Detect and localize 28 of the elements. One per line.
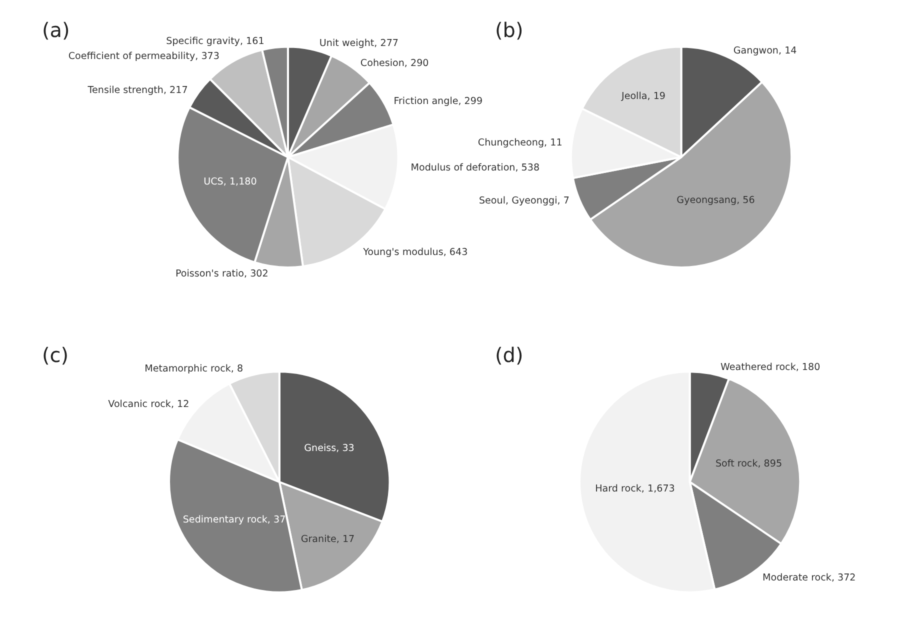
slice-label: Soft rock, 895 xyxy=(715,458,782,470)
slice-label: UCS, 1,180 xyxy=(204,176,257,188)
slice-label: Gneiss, 33 xyxy=(304,442,354,454)
slice-label: Moderate rock, 372 xyxy=(762,572,856,584)
slice-label: Young's modulus, 643 xyxy=(362,247,468,258)
slice-label: Granite, 17 xyxy=(300,534,355,545)
slice-label: Friction angle, 299 xyxy=(394,96,483,107)
slice-label: Jeolla, 19 xyxy=(620,90,666,102)
slice-label: Tensile strength, 217 xyxy=(86,85,188,96)
slice-label: Unit weight, 277 xyxy=(319,38,399,49)
slice-label: Gyeongsang, 56 xyxy=(676,195,755,206)
chart-title: (d) xyxy=(495,343,524,367)
chart-title: (c) xyxy=(42,343,69,367)
slice-label: Sedimentary rock, 37 xyxy=(182,514,286,526)
slice-label: Cohesion, 290 xyxy=(360,58,429,70)
slice-label: Coefficient of permeability, 373 xyxy=(68,50,220,62)
slice-label: Modulus of deforation, 538 xyxy=(410,162,540,174)
slice-label: Seoul, Gyeonggi, 7 xyxy=(478,196,570,207)
slice-label: Poisson's ratio, 302 xyxy=(175,268,268,280)
slice-label: Metamorphic rock, 8 xyxy=(144,364,244,375)
slice-label: Chungcheong, 11 xyxy=(478,138,562,149)
slice-label: Weathered rock, 180 xyxy=(720,362,820,374)
slice-label: Gangwon, 14 xyxy=(733,46,797,57)
slice-label: Specific gravity, 161 xyxy=(166,36,264,48)
chart-title: (a) xyxy=(42,18,70,42)
chart-title: (b) xyxy=(495,18,524,42)
slice-label: Hard rock, 1,673 xyxy=(595,483,675,494)
slice-label: Volcanic rock, 12 xyxy=(108,398,190,410)
